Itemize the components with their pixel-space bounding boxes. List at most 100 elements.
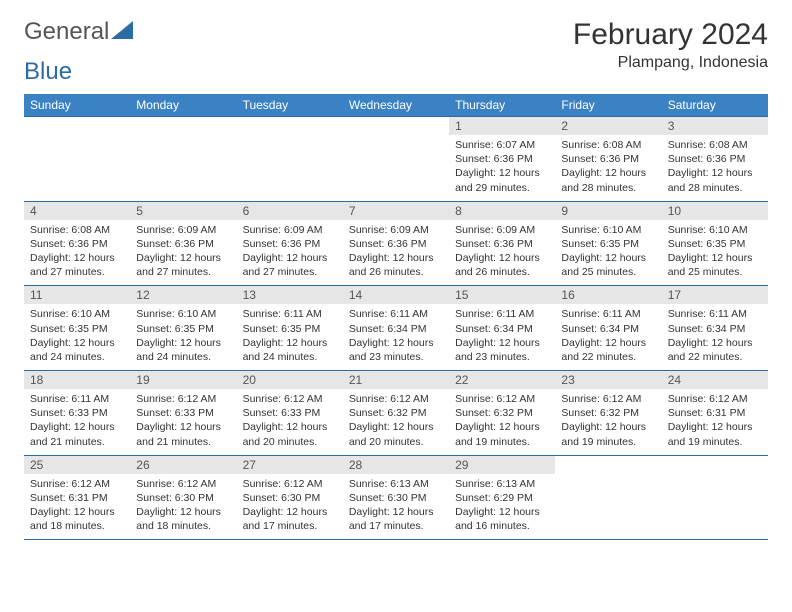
sunrise-text: Sunrise: 6:10 AM	[136, 307, 230, 321]
day-number: 3	[662, 117, 768, 135]
daylight-text: Daylight: 12 hours and 20 minutes.	[349, 420, 443, 448]
day-cell: 2Sunrise: 6:08 AMSunset: 6:36 PMDaylight…	[555, 117, 661, 202]
day-body: Sunrise: 6:08 AMSunset: 6:36 PMDaylight:…	[662, 135, 768, 201]
sunrise-text: Sunrise: 6:13 AM	[349, 477, 443, 491]
day-body: Sunrise: 6:09 AMSunset: 6:36 PMDaylight:…	[343, 220, 449, 286]
sunset-text: Sunset: 6:34 PM	[455, 322, 549, 336]
day-body: Sunrise: 6:12 AMSunset: 6:31 PMDaylight:…	[24, 474, 130, 540]
day-header-sunday: Sunday	[24, 94, 130, 117]
day-cell: 15Sunrise: 6:11 AMSunset: 6:34 PMDayligh…	[449, 286, 555, 371]
day-number: 29	[449, 456, 555, 474]
day-number: 18	[24, 371, 130, 389]
day-cell: 24Sunrise: 6:12 AMSunset: 6:31 PMDayligh…	[662, 371, 768, 456]
sunset-text: Sunset: 6:34 PM	[561, 322, 655, 336]
daylight-text: Daylight: 12 hours and 19 minutes.	[561, 420, 655, 448]
sunrise-text: Sunrise: 6:08 AM	[30, 223, 124, 237]
day-body: Sunrise: 6:07 AMSunset: 6:36 PMDaylight:…	[449, 135, 555, 201]
sunrise-text: Sunrise: 6:12 AM	[668, 392, 762, 406]
day-cell: 26Sunrise: 6:12 AMSunset: 6:30 PMDayligh…	[130, 455, 236, 540]
sunset-text: Sunset: 6:30 PM	[136, 491, 230, 505]
sunrise-text: Sunrise: 6:10 AM	[668, 223, 762, 237]
day-number: 17	[662, 286, 768, 304]
day-body	[130, 135, 236, 199]
day-cell: 6Sunrise: 6:09 AMSunset: 6:36 PMDaylight…	[237, 201, 343, 286]
day-number: 14	[343, 286, 449, 304]
day-header-wednesday: Wednesday	[343, 94, 449, 117]
sunset-text: Sunset: 6:31 PM	[30, 491, 124, 505]
day-body: Sunrise: 6:11 AMSunset: 6:34 PMDaylight:…	[449, 304, 555, 370]
day-header-saturday: Saturday	[662, 94, 768, 117]
day-number: 5	[130, 202, 236, 220]
month-title: February 2024	[573, 18, 768, 52]
day-cell	[555, 455, 661, 540]
sunset-text: Sunset: 6:36 PM	[561, 152, 655, 166]
brand-logo: General	[24, 18, 133, 46]
day-body: Sunrise: 6:12 AMSunset: 6:30 PMDaylight:…	[237, 474, 343, 540]
day-cell: 23Sunrise: 6:12 AMSunset: 6:32 PMDayligh…	[555, 371, 661, 456]
day-number: 2	[555, 117, 661, 135]
day-body: Sunrise: 6:10 AMSunset: 6:35 PMDaylight:…	[662, 220, 768, 286]
day-cell: 18Sunrise: 6:11 AMSunset: 6:33 PMDayligh…	[24, 371, 130, 456]
sunset-text: Sunset: 6:33 PM	[30, 406, 124, 420]
day-number: 20	[237, 371, 343, 389]
day-number	[24, 117, 130, 135]
day-number	[130, 117, 236, 135]
daylight-text: Daylight: 12 hours and 20 minutes.	[243, 420, 337, 448]
brand-part1: General	[24, 18, 109, 46]
daylight-text: Daylight: 12 hours and 25 minutes.	[561, 251, 655, 279]
day-number: 27	[237, 456, 343, 474]
daylight-text: Daylight: 12 hours and 18 minutes.	[30, 505, 124, 533]
daylight-text: Daylight: 12 hours and 19 minutes.	[455, 420, 549, 448]
day-body: Sunrise: 6:09 AMSunset: 6:36 PMDaylight:…	[449, 220, 555, 286]
day-body: Sunrise: 6:13 AMSunset: 6:30 PMDaylight:…	[343, 474, 449, 540]
day-number: 11	[24, 286, 130, 304]
day-cell: 16Sunrise: 6:11 AMSunset: 6:34 PMDayligh…	[555, 286, 661, 371]
day-number: 9	[555, 202, 661, 220]
sunrise-text: Sunrise: 6:12 AM	[243, 392, 337, 406]
day-cell: 25Sunrise: 6:12 AMSunset: 6:31 PMDayligh…	[24, 455, 130, 540]
sunset-text: Sunset: 6:35 PM	[243, 322, 337, 336]
day-number	[343, 117, 449, 135]
sunrise-text: Sunrise: 6:09 AM	[455, 223, 549, 237]
sunrise-text: Sunrise: 6:07 AM	[455, 138, 549, 152]
day-cell: 27Sunrise: 6:12 AMSunset: 6:30 PMDayligh…	[237, 455, 343, 540]
sunrise-text: Sunrise: 6:13 AM	[455, 477, 549, 491]
day-body: Sunrise: 6:10 AMSunset: 6:35 PMDaylight:…	[24, 304, 130, 370]
sunset-text: Sunset: 6:36 PM	[455, 152, 549, 166]
daylight-text: Daylight: 12 hours and 17 minutes.	[349, 505, 443, 533]
sunrise-text: Sunrise: 6:08 AM	[561, 138, 655, 152]
sunrise-text: Sunrise: 6:09 AM	[349, 223, 443, 237]
day-cell: 9Sunrise: 6:10 AMSunset: 6:35 PMDaylight…	[555, 201, 661, 286]
daylight-text: Daylight: 12 hours and 28 minutes.	[668, 166, 762, 194]
daylight-text: Daylight: 12 hours and 25 minutes.	[668, 251, 762, 279]
daylight-text: Daylight: 12 hours and 27 minutes.	[30, 251, 124, 279]
sunrise-text: Sunrise: 6:10 AM	[30, 307, 124, 321]
day-body: Sunrise: 6:08 AMSunset: 6:36 PMDaylight:…	[24, 220, 130, 286]
day-cell	[24, 117, 130, 202]
week-row: 11Sunrise: 6:10 AMSunset: 6:35 PMDayligh…	[24, 286, 768, 371]
day-cell: 13Sunrise: 6:11 AMSunset: 6:35 PMDayligh…	[237, 286, 343, 371]
day-number: 21	[343, 371, 449, 389]
sunset-text: Sunset: 6:36 PM	[136, 237, 230, 251]
daylight-text: Daylight: 12 hours and 18 minutes.	[136, 505, 230, 533]
sunset-text: Sunset: 6:32 PM	[455, 406, 549, 420]
day-body	[343, 135, 449, 199]
sunset-text: Sunset: 6:36 PM	[30, 237, 124, 251]
sunset-text: Sunset: 6:29 PM	[455, 491, 549, 505]
day-number: 6	[237, 202, 343, 220]
calendar-table: SundayMondayTuesdayWednesdayThursdayFrid…	[24, 94, 768, 540]
day-body	[662, 474, 768, 538]
day-cell: 7Sunrise: 6:09 AMSunset: 6:36 PMDaylight…	[343, 201, 449, 286]
day-number	[662, 456, 768, 474]
day-body: Sunrise: 6:12 AMSunset: 6:33 PMDaylight:…	[130, 389, 236, 455]
day-number: 8	[449, 202, 555, 220]
day-body: Sunrise: 6:12 AMSunset: 6:32 PMDaylight:…	[555, 389, 661, 455]
daylight-text: Daylight: 12 hours and 16 minutes.	[455, 505, 549, 533]
day-number	[237, 117, 343, 135]
sunset-text: Sunset: 6:34 PM	[668, 322, 762, 336]
day-cell: 28Sunrise: 6:13 AMSunset: 6:30 PMDayligh…	[343, 455, 449, 540]
daylight-text: Daylight: 12 hours and 26 minutes.	[349, 251, 443, 279]
day-cell: 21Sunrise: 6:12 AMSunset: 6:32 PMDayligh…	[343, 371, 449, 456]
daylight-text: Daylight: 12 hours and 26 minutes.	[455, 251, 549, 279]
week-row: 18Sunrise: 6:11 AMSunset: 6:33 PMDayligh…	[24, 371, 768, 456]
